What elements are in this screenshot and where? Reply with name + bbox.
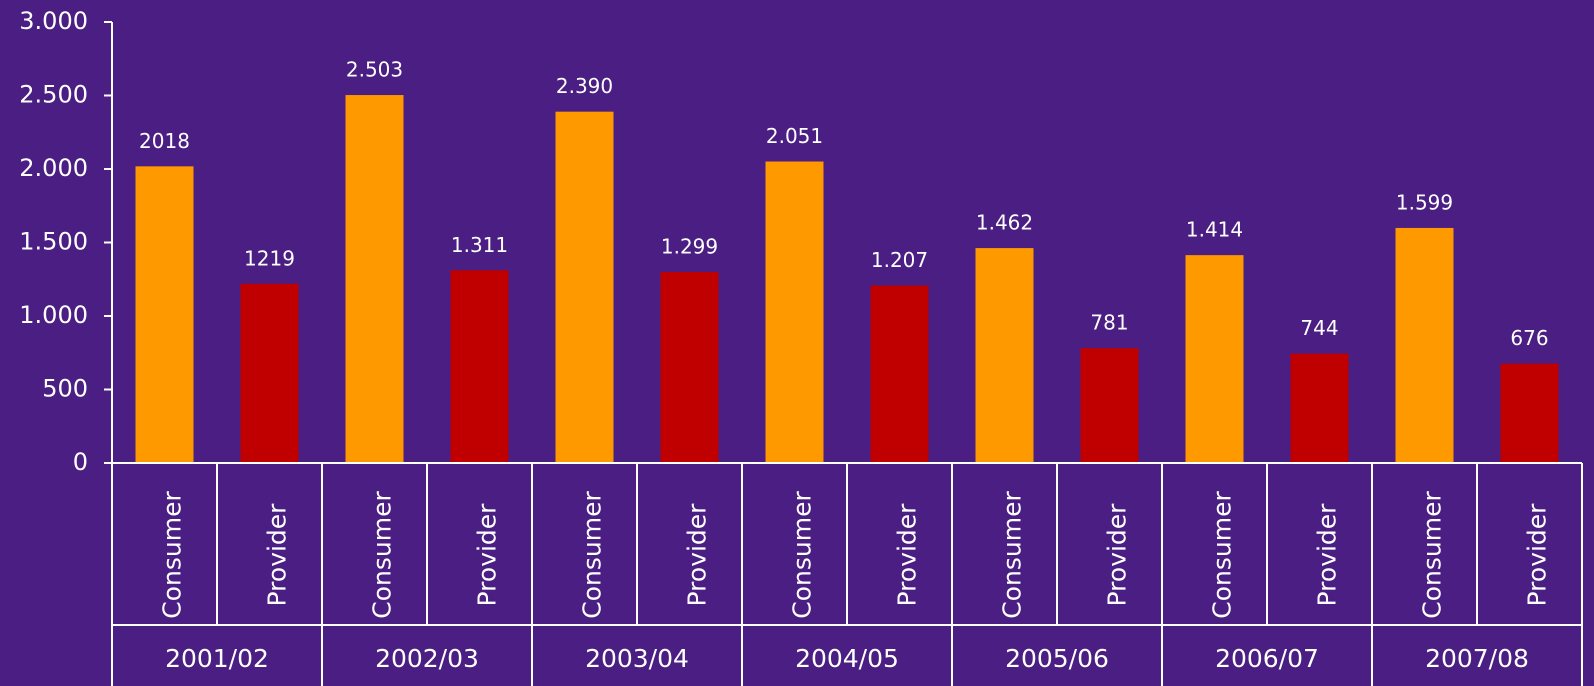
bar <box>870 285 929 463</box>
y-tick-label: 1.000 <box>19 301 88 329</box>
x-tick-label: Provider <box>1103 503 1132 607</box>
y-tick-label: 1.500 <box>19 228 88 256</box>
x-tick-label: Provider <box>1523 503 1552 607</box>
value-label: 1.414 <box>1186 218 1243 242</box>
bar <box>1500 363 1559 463</box>
y-tick-label: 2.000 <box>19 154 88 182</box>
bar <box>555 111 614 464</box>
bar <box>1395 227 1454 463</box>
x-tick-label: Provider <box>893 503 922 607</box>
y-tick-label: 0 <box>73 448 88 476</box>
value-label: 2018 <box>139 129 190 153</box>
group-label: 2004/05 <box>795 644 899 673</box>
group-label: 2007/08 <box>1425 644 1529 673</box>
group-label: 2006/07 <box>1215 644 1319 673</box>
value-label: 1.311 <box>451 233 508 257</box>
x-tick-label: Provider <box>1313 503 1342 607</box>
x-tick-label: Consumer <box>998 491 1027 619</box>
bar <box>240 283 299 463</box>
y-tick-label: 3.000 <box>19 7 88 35</box>
bar <box>1290 353 1349 463</box>
x-tick-label: Consumer <box>1418 491 1447 619</box>
bar <box>345 95 404 464</box>
bar <box>765 161 824 464</box>
value-label: 744 <box>1300 316 1338 340</box>
bar <box>660 272 719 463</box>
x-tick-label: Consumer <box>158 491 187 619</box>
value-label: 2.390 <box>556 74 613 98</box>
group-label: 2003/04 <box>585 644 689 673</box>
bar <box>1080 348 1139 463</box>
value-label: 781 <box>1090 311 1128 335</box>
value-label: 1.462 <box>976 211 1033 235</box>
bar <box>975 248 1034 463</box>
x-tick-label: Provider <box>473 503 502 607</box>
group-label: 2001/02 <box>165 644 269 673</box>
x-tick-label: Provider <box>263 503 292 607</box>
value-label: 676 <box>1510 326 1548 350</box>
value-label: 2.503 <box>346 58 403 82</box>
group-label: 2005/06 <box>1005 644 1109 673</box>
bar <box>450 270 509 463</box>
value-label: 2.051 <box>766 124 823 148</box>
x-tick-label: Consumer <box>578 491 607 619</box>
group-label: 2002/03 <box>375 644 479 673</box>
x-tick-label: Consumer <box>368 491 397 619</box>
value-label: 1.299 <box>661 235 718 259</box>
x-tick-label: Consumer <box>788 491 817 619</box>
x-tick-label: Consumer <box>1208 491 1237 619</box>
y-tick-label: 500 <box>42 375 88 403</box>
y-tick-label: 2.500 <box>19 81 88 109</box>
value-label: 1.207 <box>871 248 928 272</box>
bar <box>1185 255 1244 463</box>
value-label: 1219 <box>244 246 295 270</box>
bar <box>135 166 194 463</box>
value-label: 1.599 <box>1396 190 1453 214</box>
x-tick-label: Provider <box>683 503 712 607</box>
